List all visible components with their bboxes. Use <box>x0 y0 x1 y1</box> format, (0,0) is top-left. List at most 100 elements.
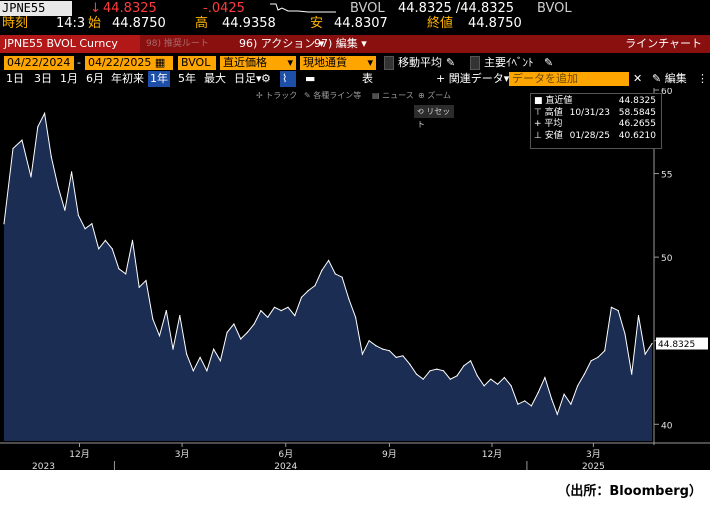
legend-label: 高値 <box>544 107 563 118</box>
pencil-icon[interactable]: ✎ <box>544 56 554 69</box>
interval-select[interactable]: 日足▾ <box>234 71 262 87</box>
data-point <box>267 316 269 318</box>
lines-tool[interactable]: ✎ 各種ライン等 <box>304 91 362 100</box>
data-point <box>240 338 242 340</box>
data-point <box>544 376 546 379</box>
data-point <box>104 239 106 241</box>
end-date-value: 04/22/2025 <box>88 56 152 69</box>
field-input[interactable]: BVOL <box>178 56 216 70</box>
y-tick-label: 40 <box>661 421 673 431</box>
legend-value: 40.6210 <box>618 130 656 141</box>
related-data-button[interactable]: + 関連データ▾ <box>436 71 509 87</box>
bloomberg-terminal: JPNE55 ↓ 44.8325 -.0425 BVOL 44.8325 /44… <box>0 0 710 470</box>
period-max[interactable]: 最大 <box>204 72 226 85</box>
settings-icon[interactable]: ⚙ <box>261 72 271 85</box>
data-point <box>44 112 46 114</box>
reset-label: リセット <box>417 107 451 129</box>
chevron-down-icon: ▾ <box>361 37 367 50</box>
control-row-periods: 1日 3日 1月 6月 年初来 1年 5年 最大 日足▾ ⚙ ⌇ ▬ 表 + 関… <box>0 71 710 87</box>
edit-chart-label: 編集 <box>664 72 687 85</box>
reset-button[interactable]: ⟲ リセット <box>414 105 454 129</box>
pencil-icon[interactable]: ✎ <box>446 56 456 69</box>
edit-chart-button[interactable]: ✎ 編集 <box>652 71 687 87</box>
legend-label: 平均 <box>544 119 563 129</box>
currency-select[interactable]: 現地通貨 ▾ <box>300 56 376 70</box>
period-5y[interactable]: 5年 <box>178 72 196 85</box>
data-point <box>637 315 640 317</box>
edit-menu[interactable]: 97) 編集 ▾ <box>310 35 371 53</box>
key-events-label[interactable]: 主要ｲﾍﾞﾝﾄ <box>484 56 534 69</box>
high-marker-icon: ⊤ <box>534 107 545 118</box>
price-type-select[interactable]: 直近価格 ▾ <box>220 56 296 70</box>
last-price: 44.8325 <box>103 1 157 16</box>
data-point <box>368 340 370 342</box>
add-data-input[interactable]: データを追加 <box>509 72 629 86</box>
data-point <box>395 356 397 358</box>
period-1y[interactable]: 1年 <box>148 71 170 87</box>
end-date-input[interactable]: 04/22/2025 ▦ <box>85 56 173 70</box>
time-value: 14:3 <box>56 16 86 31</box>
calendar-icon: ▦ <box>151 56 166 69</box>
net-change: -.0425 <box>203 1 245 16</box>
data-point <box>644 353 646 355</box>
data-point <box>422 378 424 380</box>
tools-icon[interactable]: ✕ <box>633 72 643 85</box>
data-point <box>91 223 93 225</box>
period-1m[interactable]: 1月 <box>60 72 78 85</box>
year-label: 2024 <box>274 462 297 470</box>
chart-type-label[interactable]: ラインチャート <box>625 37 702 50</box>
plus-icon: + <box>436 72 449 85</box>
last-value-marker: 44.8325 <box>656 337 708 350</box>
data-point <box>226 331 228 333</box>
price-type-value: 直近価格 <box>223 56 267 69</box>
data-point <box>64 209 66 211</box>
period-ytd[interactable]: 年初来 <box>111 72 144 85</box>
period-3d[interactable]: 3日 <box>34 72 52 85</box>
moving-average-checkbox[interactable] <box>384 56 394 70</box>
line-chart-icon[interactable]: ⌇ <box>280 71 296 87</box>
data-point <box>314 285 316 287</box>
chart-style-icon[interactable]: ▬ <box>305 72 316 85</box>
track-tool-label: トラック <box>265 91 298 100</box>
x-axis-ticks: 12月 3月 6月 9月 12月 3月 2023 2024 2025 <box>32 443 605 470</box>
year-label: 2023 <box>32 462 55 470</box>
data-point <box>415 373 418 375</box>
data-point <box>361 353 363 355</box>
reset-icon: ⟲ <box>417 107 427 116</box>
data-point <box>57 186 59 188</box>
data-point <box>294 315 296 317</box>
key-events-checkbox[interactable] <box>470 56 480 70</box>
low-marker-icon: ⊥ <box>534 130 545 141</box>
actions-menu[interactable]: 96) アクション ▾ <box>235 35 328 53</box>
pencil-icon: ✎ <box>652 72 665 85</box>
moving-average-label[interactable]: 移動平均 <box>398 56 442 69</box>
more-icon[interactable]: ⋮ <box>697 72 708 85</box>
data-point <box>517 403 519 405</box>
period-1d[interactable]: 1日 <box>6 72 24 85</box>
track-tool[interactable]: ✢ トラック <box>256 91 298 100</box>
chart-area <box>3 111 653 442</box>
data-point <box>131 239 134 241</box>
low-value: 44.8307 <box>334 16 388 31</box>
period-6m[interactable]: 6月 <box>86 72 104 85</box>
data-point <box>307 290 309 292</box>
news-tool[interactable]: ▤ ニュース <box>372 91 414 100</box>
ticker-box[interactable]: JPNE55 <box>0 1 72 16</box>
series-line <box>3 111 653 416</box>
start-date-input[interactable]: 04/22/2024 <box>4 56 74 70</box>
data-point <box>152 318 154 320</box>
data-point <box>138 286 140 288</box>
data-point <box>563 393 565 395</box>
time-label: 時刻 <box>2 16 29 31</box>
bid-ask: 44.8325 /44.8325 <box>398 1 515 16</box>
data-point <box>37 126 39 128</box>
data-point <box>125 273 127 275</box>
data-point <box>260 310 262 312</box>
chevron-down-icon: ▾ <box>287 56 293 69</box>
table-button[interactable]: 表 <box>362 72 373 85</box>
data-point <box>233 323 235 325</box>
zoom-tool[interactable]: ⊕ ズーム <box>418 91 452 100</box>
security-title[interactable]: JPNE55 BVOL Curncy <box>0 35 140 53</box>
x-tick-label: 3月 <box>586 449 601 460</box>
